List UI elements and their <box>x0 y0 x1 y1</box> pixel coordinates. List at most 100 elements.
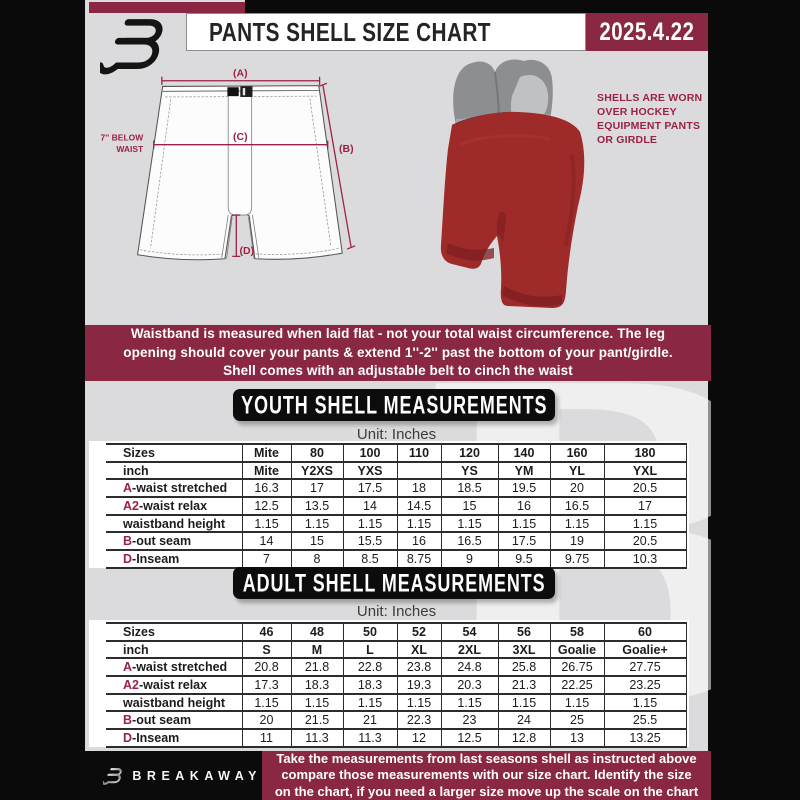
table-cell: 19.5 <box>497 478 550 499</box>
table-row: D-Inseam 7 8 8.5 8.75 9 9.5 9.75 10.3 <box>106 549 687 569</box>
table-cell: 110 <box>396 443 441 463</box>
table-cell: 16.3 <box>241 478 291 499</box>
measure-line-a <box>161 76 321 85</box>
row-label-accent: D <box>123 551 133 566</box>
footer-brand-logo-icon <box>103 767 122 785</box>
table-cell: 11 <box>241 728 291 748</box>
table-cell <box>396 460 441 481</box>
table-cell: 50 <box>342 622 397 642</box>
table-cell: 1.15 <box>440 513 498 534</box>
youth-unit-label: Unit: Inches <box>356 426 437 443</box>
table-cell: 19 <box>549 531 604 552</box>
row-label-accent: A2 <box>123 677 139 692</box>
table-row: inch Mite Y2XS YXS YS YM YL YXL <box>106 460 687 481</box>
date-box: 2025.4.22 <box>586 13 708 51</box>
table-row: A-waist stretched 16.3 17 17.5 18 18.5 19.5 20 2… <box>106 478 687 499</box>
table-cell: 9 <box>440 549 498 569</box>
row-label-text: inch <box>123 463 149 478</box>
adult-heading-text: ADULT SHELL MEASUREMENTS <box>242 568 546 597</box>
shell-measurement-diagram: (A) (C) (B) (D) 7'' BELOW WAIST <box>101 68 356 261</box>
table-cell: 1.15 <box>396 692 441 713</box>
table-cell: 1.15 <box>290 513 343 534</box>
table-cell: 21.8 <box>290 657 343 678</box>
table-cell: 8.75 <box>396 549 441 569</box>
table-cell: 18.5 <box>440 478 498 499</box>
table-cell: YL <box>549 460 604 481</box>
row-label-accent: D <box>123 730 133 745</box>
table-cell: 58 <box>549 622 604 642</box>
table-cell: 14.5 <box>396 496 441 516</box>
table-cell: 24.8 <box>440 657 498 678</box>
table-cell: 23 <box>440 710 498 731</box>
table-cell: 160 <box>549 443 604 463</box>
table-cell: 12.5 <box>440 728 498 748</box>
row-label-text: Sizes <box>123 445 155 460</box>
table-cell: Goalie <box>549 639 604 660</box>
table-cell: 1.15 <box>549 513 604 534</box>
table-cell: 27.75 <box>603 657 687 678</box>
table-cell: 1.15 <box>241 692 291 713</box>
table-cell: 18.3 <box>290 675 343 695</box>
table-cell: 17.5 <box>497 531 550 552</box>
table-cell: 12.5 <box>241 496 291 516</box>
table-cell: 21 <box>342 710 397 731</box>
table-cell: 19.3 <box>396 675 441 695</box>
row-label: waistband height <box>106 513 242 534</box>
row-label: inch <box>106 639 242 660</box>
row-label-accent: A <box>123 660 133 675</box>
table-cell: 56 <box>497 622 550 642</box>
youth-size-table: Sizes Mite 80 100 110 120 140 160 180 inch Mite Y2X… <box>106 443 687 569</box>
table-cell: 12 <box>396 728 441 748</box>
table-cell: 60 <box>603 622 687 642</box>
below-waist-note-line1: 7'' BELOW <box>101 133 144 143</box>
table-cell: 10.3 <box>603 549 687 569</box>
table-cell: 23.25 <box>603 675 687 695</box>
measure-line-c <box>153 140 329 149</box>
table-cell: 48 <box>290 622 343 642</box>
row-label: B-out seam <box>106 710 242 731</box>
table-cell: 1.15 <box>440 692 498 713</box>
table-cell: 16.5 <box>440 531 498 552</box>
table-cell: 1.15 <box>241 513 291 534</box>
youth-heading-text: YOUTH SHELL MEASUREMENTS <box>240 390 548 419</box>
table-cell: 9.5 <box>497 549 550 569</box>
table-cell: 14 <box>241 531 291 552</box>
diagram-label-c: (C) <box>233 131 248 143</box>
table-cell: 17 <box>603 496 687 516</box>
table-cell: Goalie+ <box>603 639 687 660</box>
table-row: Sizes Mite 80 100 110 120 140 160 180 <box>106 443 687 463</box>
measure-line-d <box>232 214 241 257</box>
table-cell: 1.15 <box>290 692 343 713</box>
table-cell: 20.5 <box>603 478 687 499</box>
table-row: B-out seam 20 21.5 21 22.3 23 24 25 25.5 <box>106 710 687 731</box>
table-cell: 18 <box>396 478 441 499</box>
table-cell: 15.5 <box>342 531 397 552</box>
footer-note-line: on the chart, if you need a larger size … <box>274 783 699 799</box>
table-cell: 17 <box>290 478 343 499</box>
info-banner-line: opening should cover your pants & extend… <box>123 344 673 360</box>
row-label-text: -out seam <box>132 713 192 728</box>
table-cell: 100 <box>342 443 397 463</box>
photo-note: SHELLS ARE WORN OVER HOCKEY EQUIPMENT PA… <box>597 92 703 146</box>
row-label-accent: A <box>123 481 133 496</box>
footer-brand-box: BREAKAWAY <box>85 751 262 800</box>
belt-buckle <box>227 87 239 97</box>
table-cell: 9.75 <box>549 549 604 569</box>
table-cell: 13 <box>549 728 604 748</box>
table-row: A2-waist relax 12.5 13.5 14 14.5 15 16 16.5 17 <box>106 496 687 516</box>
row-label-text: -waist relax <box>138 677 208 692</box>
table-cell: 120 <box>440 443 498 463</box>
adult-unit-label: Unit: Inches <box>356 603 437 620</box>
table-row: D-Inseam 11 11.3 11.3 12 12.5 12.8 13 13.25 <box>106 728 687 748</box>
table-row: A-waist stretched 20.8 21.8 22.8 23.8 24.8 25.… <box>106 657 687 678</box>
date-text: 2025.4.22 <box>599 17 695 46</box>
table-cell: 52 <box>396 622 441 642</box>
row-label: A2-waist relax <box>106 496 242 516</box>
table-cell: 22.25 <box>549 675 604 695</box>
row-label-text: waistband height <box>123 695 226 710</box>
table-row: inch S M L XL 2XL 3XL Goalie Goalie+ <box>106 639 687 660</box>
row-label: A-waist stretched <box>106 657 242 678</box>
row-label: A-waist stretched <box>106 478 242 499</box>
table-row: waistband height 1.15 1.15 1.15 1.15 1.15 1.15… <box>106 513 687 534</box>
info-banner: Waistband is measured when laid flat - n… <box>85 325 711 381</box>
